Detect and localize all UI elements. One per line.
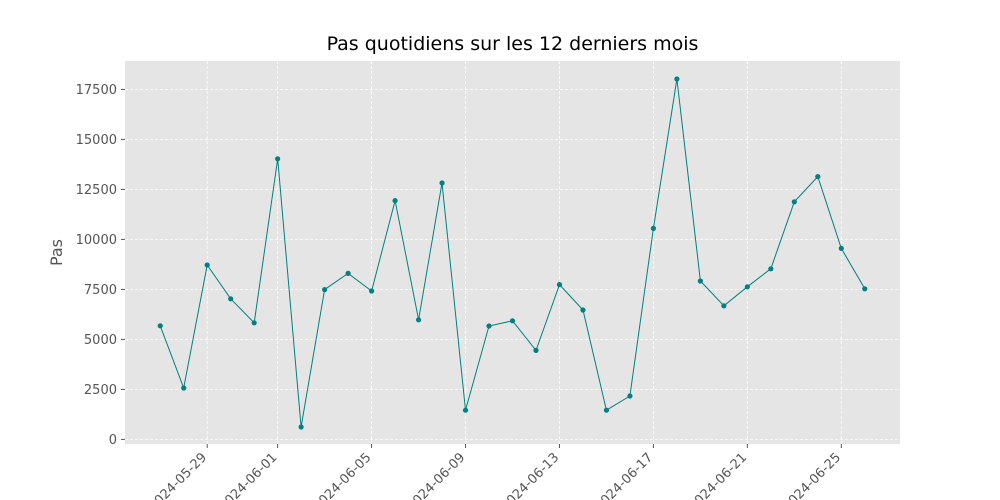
y-tick-label: 0 bbox=[109, 433, 117, 448]
data-point bbox=[815, 174, 821, 180]
data-point bbox=[322, 287, 328, 293]
y-tick-label: 7500 bbox=[84, 283, 117, 298]
y-axis-label: Pas bbox=[47, 239, 66, 266]
data-point bbox=[275, 156, 281, 162]
y-axis: 0 2500 5000 7500 10000 12500 15000 17500 bbox=[76, 83, 125, 448]
data-point bbox=[603, 407, 610, 413]
data-point bbox=[556, 282, 563, 288]
y-tick-label: 12500 bbox=[76, 183, 117, 198]
series-steps bbox=[157, 76, 868, 430]
y-tick-label: 15000 bbox=[76, 133, 117, 148]
data-point bbox=[368, 288, 375, 294]
data-point bbox=[298, 424, 304, 430]
x-tick-label: 2024-06-25 bbox=[780, 450, 844, 500]
data-point bbox=[744, 284, 750, 290]
data-point bbox=[650, 225, 657, 231]
data-point bbox=[509, 318, 516, 324]
x-tick-label: 2024-05-29 bbox=[146, 450, 210, 500]
data-point bbox=[345, 270, 351, 276]
data-point bbox=[862, 286, 868, 292]
data-point bbox=[204, 262, 210, 268]
data-point bbox=[251, 320, 257, 326]
x-tick-label: 2024-06-09 bbox=[404, 450, 468, 500]
x-axis: 2024-05-29 2024-06-01 2024-06-05 2024-06-09… bbox=[146, 444, 844, 500]
data-point bbox=[415, 317, 422, 323]
x-tick-label: 2024-06-05 bbox=[310, 450, 374, 500]
data-point bbox=[697, 278, 703, 284]
data-point bbox=[721, 303, 727, 309]
data-point bbox=[627, 393, 633, 399]
chart-title: Pas quotidiens sur les 12 derniers mois bbox=[326, 33, 699, 55]
x-tick-label: 2024-06-17 bbox=[592, 450, 656, 500]
data-point bbox=[768, 266, 774, 272]
y-tick-label: 2500 bbox=[84, 383, 117, 398]
x-tick-label: 2024-06-01 bbox=[216, 450, 280, 500]
data-point bbox=[439, 180, 445, 186]
data-point bbox=[674, 76, 680, 82]
y-tick-label: 17500 bbox=[76, 83, 117, 98]
x-tick-label: 2024-06-13 bbox=[498, 450, 562, 500]
data-point bbox=[838, 245, 844, 251]
x-tick-label: 2024-06-21 bbox=[686, 450, 750, 500]
data-point bbox=[791, 199, 797, 205]
data-point bbox=[157, 323, 163, 329]
data-point bbox=[580, 307, 586, 313]
y-tick-label: 10000 bbox=[76, 233, 117, 248]
data-point bbox=[533, 347, 539, 353]
grid-lines bbox=[125, 61, 900, 444]
y-tick-label: 5000 bbox=[84, 333, 117, 348]
data-point bbox=[462, 407, 469, 413]
data-point bbox=[228, 296, 234, 302]
data-point bbox=[181, 385, 187, 391]
plot-area bbox=[125, 61, 900, 444]
data-point bbox=[486, 323, 492, 329]
data-point bbox=[392, 198, 398, 204]
